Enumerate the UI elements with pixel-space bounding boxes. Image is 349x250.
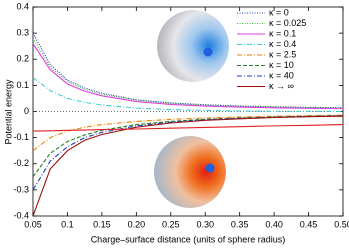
x-tick-label: 0.35 [231, 219, 249, 229]
series-line [33, 124, 343, 132]
y-tick-label: 0.3 [16, 28, 29, 38]
sphere-top [157, 10, 229, 82]
series-line [33, 32, 343, 109]
series-line [33, 114, 343, 152]
y-tick-label: 0.4 [16, 1, 29, 11]
x-tick-label: 0.1 [61, 219, 74, 229]
x-tick-label: 0.20 [128, 219, 146, 229]
x-tick-label: 0.45 [300, 219, 318, 229]
legend-label: κ = 0 [269, 7, 289, 17]
y-tick-label: 0.2 [16, 54, 29, 64]
legend-label: κ = 2.5 [269, 49, 296, 59]
sphere-bottom [154, 136, 226, 208]
series-line [33, 77, 343, 113]
y-tick-label: -0.4 [13, 210, 29, 220]
x-tick-label: 0.25 [162, 219, 180, 229]
series-group [33, 32, 343, 216]
y-tick-label: 0 [24, 106, 29, 116]
x-tick-label: 0.30 [196, 219, 214, 229]
y-tick-label: -0.2 [13, 158, 29, 168]
x-tick-label: 0.50 [334, 219, 349, 229]
series-line [33, 115, 343, 216]
legend-label: κ = 0.1 [269, 28, 296, 38]
y-tick-label: -0.3 [13, 184, 29, 194]
x-axis-label: Charge–surface distance (units of sphere… [91, 234, 286, 244]
series-line [33, 38, 343, 109]
series-line [33, 43, 343, 110]
legend-label: κ = 10 [269, 60, 294, 70]
x-tick-label: 0.05 [24, 219, 42, 229]
legend-label: κ = 0.4 [269, 39, 296, 49]
x-tick-label: 0.15 [93, 219, 111, 229]
legend-label: κ = 0.025 [269, 18, 306, 28]
y-tick-label: 0.1 [16, 80, 29, 90]
x-tick-label: 0.40 [265, 219, 283, 229]
legend-label: κ = 40 [269, 70, 294, 80]
y-axis-label: Potential energy [3, 79, 13, 145]
legend-label: κ → ∞ [269, 81, 294, 91]
y-tick-label: -0.1 [13, 132, 29, 142]
